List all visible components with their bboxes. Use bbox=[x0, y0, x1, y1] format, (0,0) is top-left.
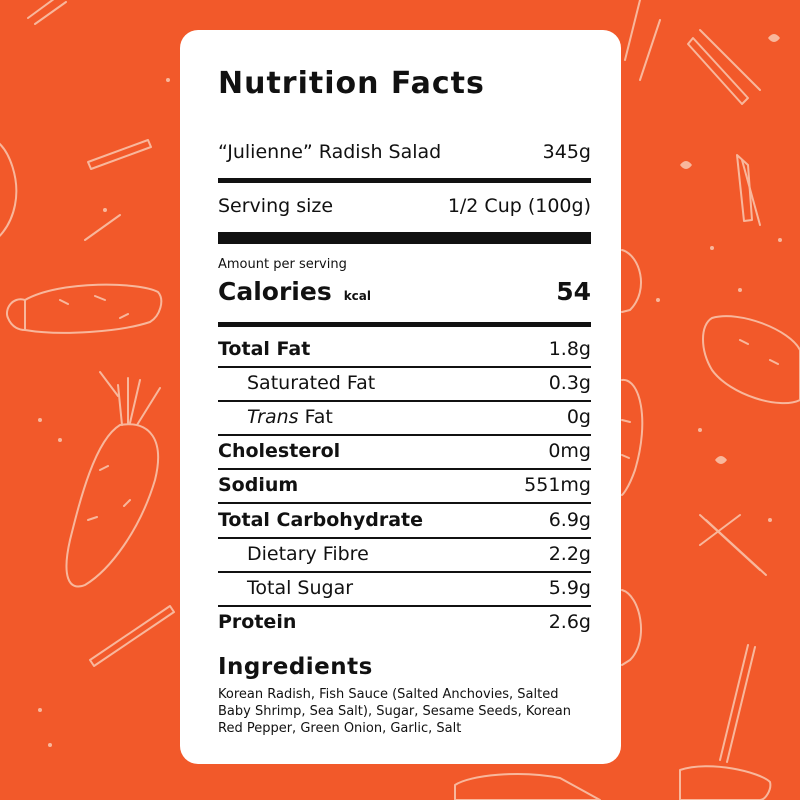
divider bbox=[218, 400, 591, 402]
serving-size-value: 1/2 Cup (100g) bbox=[447, 195, 591, 217]
nutrient-label: Fat bbox=[298, 406, 333, 428]
product-weight: 345g bbox=[542, 141, 591, 163]
ingredients-text: Korean Radish, Fish Sauce (Salted Anchov… bbox=[218, 687, 571, 736]
amount-per-serving-label: Amount per serving bbox=[218, 257, 347, 272]
nutrition-facts-title: Nutrition Facts bbox=[218, 66, 485, 101]
radish-stick-icon bbox=[736, 154, 761, 226]
divider bbox=[218, 232, 591, 244]
divider bbox=[218, 468, 591, 470]
nutrient-row-cholesterol: Cholesterol 0mg bbox=[218, 440, 591, 462]
nutrient-row-trans-fat: Trans Fat 0g bbox=[218, 406, 591, 428]
radish-stick-icon bbox=[624, 0, 661, 81]
nutrient-label: Dietary Fibre bbox=[247, 543, 369, 565]
nutrient-label: Saturated Fat bbox=[247, 372, 376, 394]
radish-stick-icon bbox=[699, 514, 767, 576]
nutrient-value: 0.3g bbox=[548, 372, 591, 394]
nutrient-value: 551mg bbox=[524, 474, 591, 496]
divider bbox=[218, 366, 591, 368]
product-name: “Julienne” Radish Salad bbox=[218, 141, 442, 163]
serving-size-label: Serving size bbox=[218, 195, 334, 217]
nutrient-value: 2.6g bbox=[548, 611, 591, 633]
nutrient-value: 0mg bbox=[548, 440, 591, 462]
nutrient-row-total-fat: Total Fat 1.8g bbox=[218, 338, 591, 360]
nutrient-row-sodium: Sodium 551mg bbox=[218, 474, 591, 496]
serving-size-row: Serving size 1/2 Cup (100g) bbox=[218, 195, 591, 217]
nutrient-label: Protein bbox=[218, 611, 297, 633]
divider bbox=[218, 434, 591, 436]
nutrient-value: 0g bbox=[566, 406, 591, 428]
nutrient-label: Cholesterol bbox=[218, 440, 341, 462]
radish-stick-icon bbox=[84, 214, 121, 397]
nutrient-value: 6.9g bbox=[548, 509, 591, 531]
divider bbox=[218, 537, 591, 539]
radish-icon bbox=[454, 765, 772, 800]
calories-label: Calories bbox=[218, 277, 332, 306]
nutrient-label: Total Fat bbox=[218, 338, 311, 360]
nutrition-label: Nutrition Facts “Julienne” Radish Salad … bbox=[180, 30, 621, 764]
radish-stick-icon bbox=[27, 0, 67, 25]
nutrient-value: 1.8g bbox=[548, 338, 591, 360]
radish-stick-icon bbox=[687, 29, 761, 105]
divider bbox=[218, 605, 591, 607]
divider bbox=[218, 571, 591, 573]
nutrient-label: Sodium bbox=[218, 474, 299, 496]
divider bbox=[218, 502, 591, 504]
radish-icon bbox=[0, 142, 18, 237]
divider bbox=[218, 178, 591, 183]
radish-icon bbox=[621, 378, 644, 496]
nutrient-row-total-sugar: Total Sugar 5.9g bbox=[218, 577, 591, 599]
radish-icon bbox=[6, 283, 163, 334]
calories-row: Calories kcal 54 bbox=[218, 277, 591, 306]
nutrient-row-saturated-fat: Saturated Fat 0.3g bbox=[218, 372, 591, 394]
radish-stick-icon bbox=[719, 644, 756, 763]
nutrient-label: Total Carbohydrate bbox=[218, 509, 423, 531]
amount-per-serving: Amount per serving bbox=[218, 257, 591, 272]
nutrient-row-total-carbohydrate: Total Carbohydrate 6.9g bbox=[218, 509, 591, 531]
nutrient-value: 2.2g bbox=[548, 543, 591, 565]
nutrient-row-dietary-fibre: Dietary Fibre 2.2g bbox=[218, 543, 591, 565]
nutrient-label: Total Sugar bbox=[247, 577, 354, 599]
product-row: “Julienne” Radish Salad 345g bbox=[218, 141, 591, 163]
ingredients-title: Ingredients bbox=[218, 654, 373, 680]
radish-icon bbox=[702, 315, 800, 405]
radish-icon bbox=[65, 377, 161, 588]
divider bbox=[218, 322, 591, 327]
radish-icon bbox=[621, 249, 643, 313]
calories-unit: kcal bbox=[343, 289, 372, 303]
radish-icon bbox=[621, 589, 643, 666]
nutrient-label-italic: Trans bbox=[247, 406, 299, 428]
leaf-icon bbox=[38, 34, 782, 747]
nutrient-row-protein: Protein 2.6g bbox=[218, 611, 591, 633]
radish-stick-icon bbox=[87, 139, 152, 170]
nutrient-value: 5.9g bbox=[548, 577, 591, 599]
radish-stick-icon bbox=[89, 605, 175, 667]
calories-value: 54 bbox=[556, 277, 591, 306]
